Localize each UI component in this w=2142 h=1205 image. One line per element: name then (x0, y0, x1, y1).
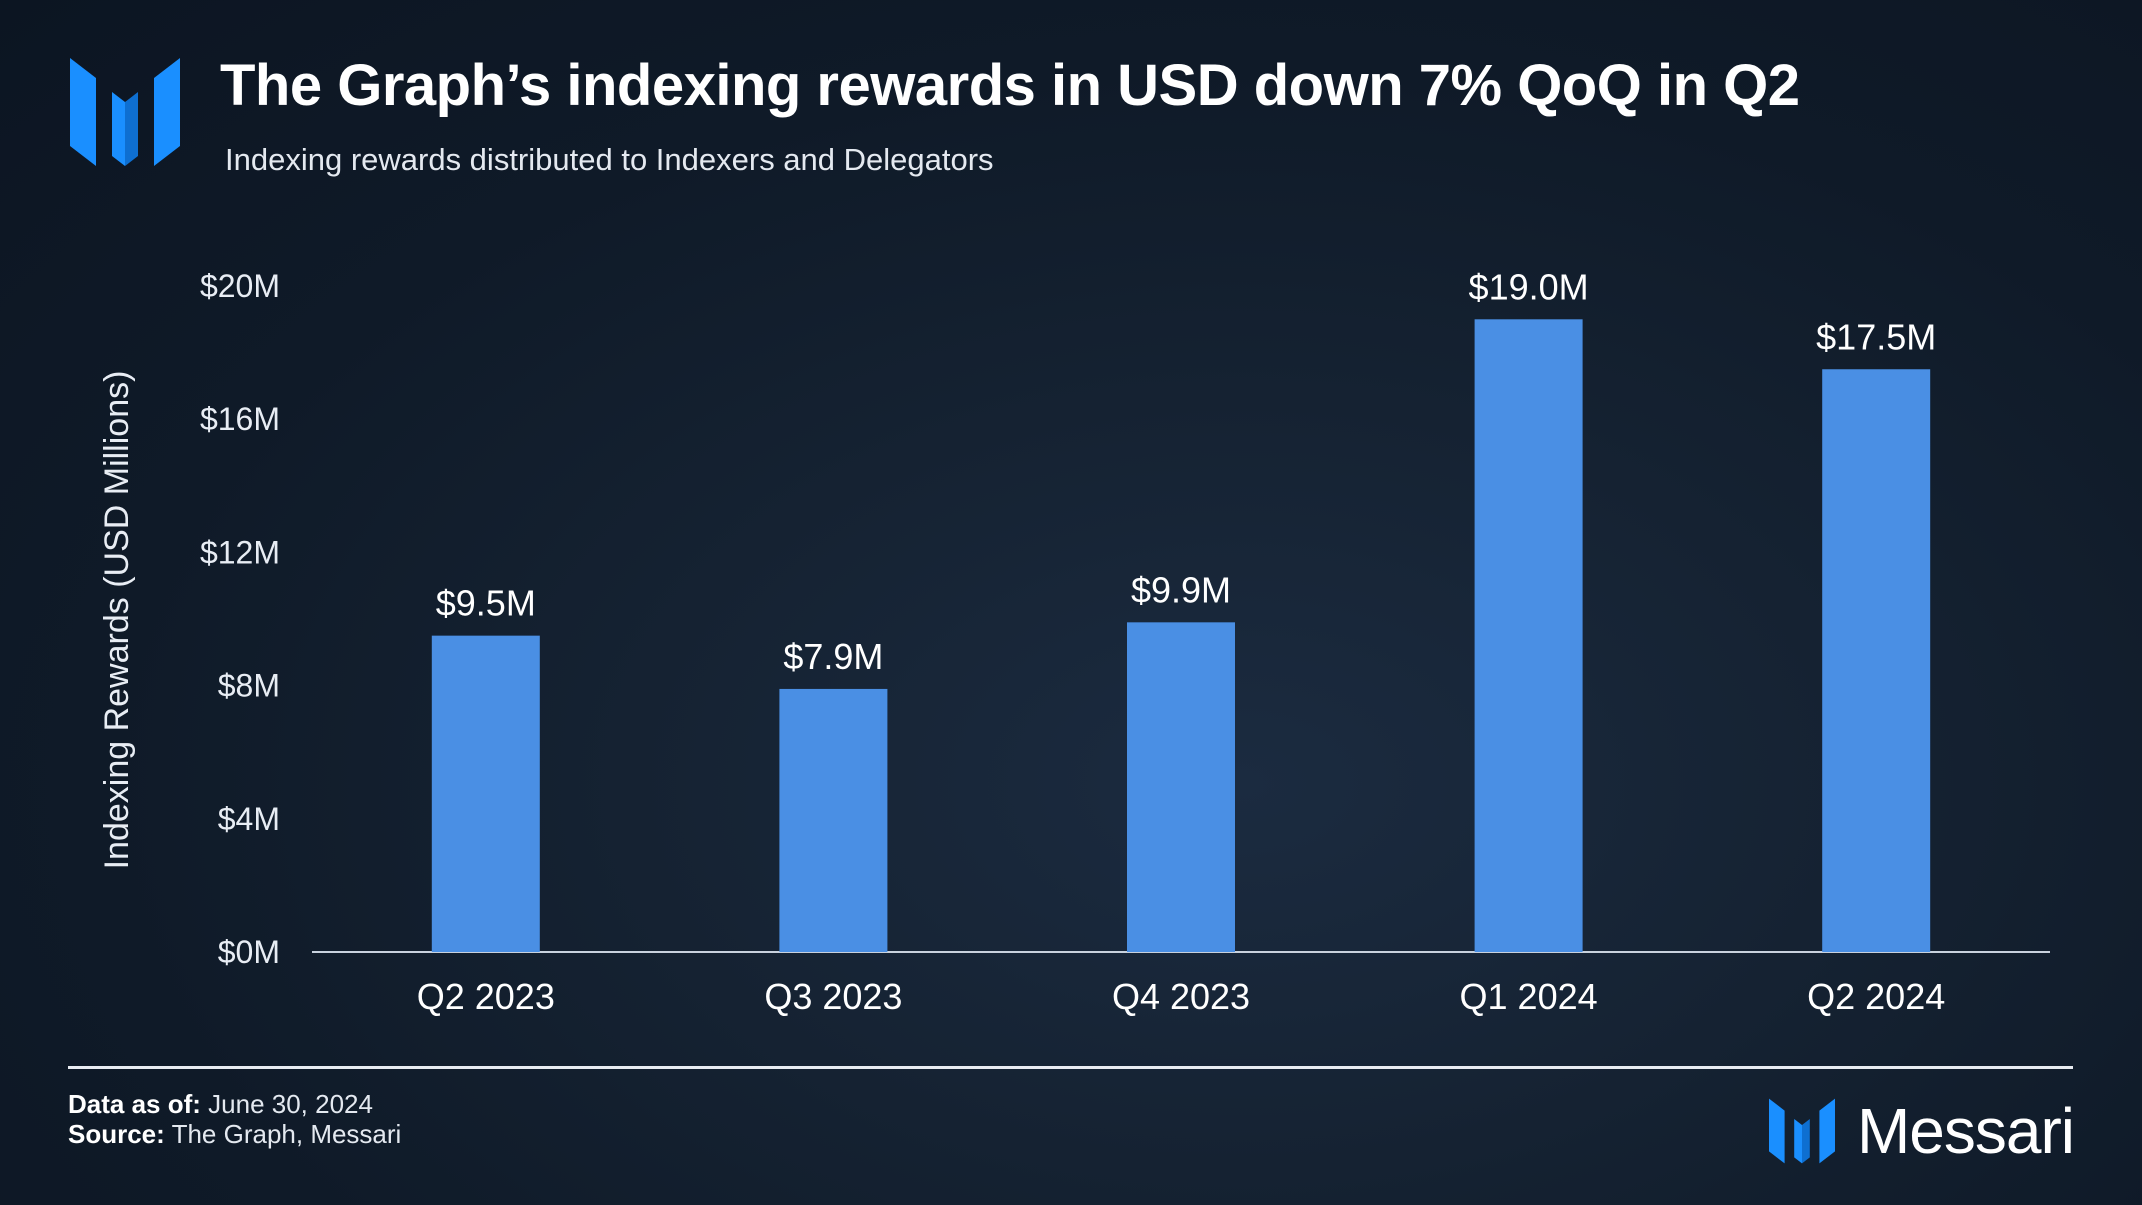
x-tick-label: Q2 2023 (417, 976, 555, 1017)
y-tick-label: $12M (200, 534, 280, 570)
y-tick-label: $20M (200, 268, 280, 304)
bar (1474, 319, 1583, 952)
bar (431, 635, 540, 952)
x-tick-label: Q3 2023 (764, 976, 902, 1017)
y-tick-label: $4M (218, 801, 280, 837)
data-label: $19.0M (1469, 266, 1589, 307)
date-value: June 30, 2024 (208, 1089, 373, 1119)
data-label: $9.5M (436, 583, 536, 624)
bar (779, 688, 888, 952)
source-label: Source: (68, 1119, 165, 1149)
brand-name: Messari (1856, 1095, 2075, 1167)
brand-mark: Messari (1768, 1094, 2075, 1168)
messari-logo-icon (70, 58, 180, 166)
footer-source: Source: The Graph, Messari (68, 1119, 401, 1150)
bar (1822, 369, 1931, 952)
bar (1127, 622, 1235, 952)
chart-title: The Graph’s indexing rewards in USD down… (220, 53, 1800, 118)
data-label: $7.9M (783, 636, 883, 677)
source-value: The Graph, Messari (171, 1119, 402, 1149)
footer-date: Data as of: June 30, 2024 (68, 1089, 373, 1120)
x-tick-label: Q1 2024 (1460, 976, 1598, 1017)
footer-divider (68, 1066, 2073, 1069)
y-tick-label: $8M (218, 668, 280, 704)
y-tick-label: $0M (218, 934, 280, 970)
data-label: $17.5M (1816, 316, 1936, 357)
messari-brand-icon (1768, 1098, 1835, 1164)
y-axis-title: Indexing Rewards (USD Millions) (98, 371, 136, 870)
x-tick-label: Q2 2024 (1807, 976, 1945, 1017)
data-label: $9.9M (1131, 569, 1231, 610)
x-tick-label: Q4 2023 (1112, 976, 1250, 1017)
chart-subtitle: Indexing rewards distributed to Indexers… (225, 142, 994, 177)
date-label: Data as of: (68, 1089, 201, 1119)
y-tick-label: $16M (200, 401, 280, 437)
